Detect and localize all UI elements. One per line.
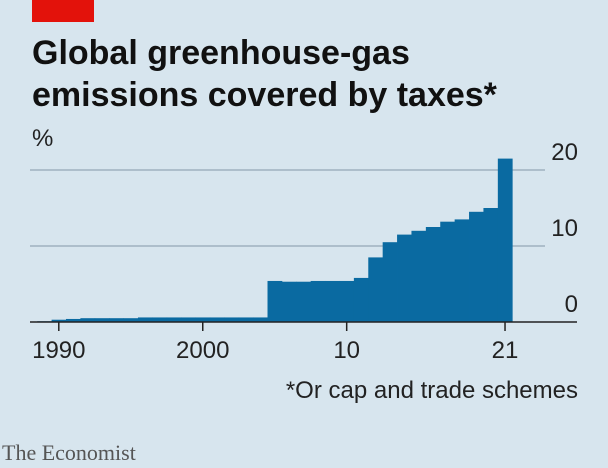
y-tick-label: 10 (551, 215, 578, 242)
bar (425, 227, 441, 322)
bar (454, 219, 470, 322)
bar (152, 317, 168, 322)
bar (65, 318, 81, 322)
bar (80, 318, 96, 322)
chart-title: Global greenhouse-gas (32, 34, 410, 72)
bar (310, 280, 326, 322)
bar (238, 317, 254, 322)
bar (166, 317, 182, 322)
bar (411, 230, 427, 322)
bar (382, 242, 398, 322)
bar (209, 317, 225, 322)
bar (483, 208, 499, 322)
bar (353, 277, 369, 322)
bar (497, 158, 513, 322)
chart-title: emissions covered by taxes* (32, 76, 498, 114)
source: The Economist (2, 440, 136, 465)
footnote: *Or cap and trade schemes (286, 377, 578, 404)
x-tick-label: 1990 (32, 337, 85, 364)
x-tick-label: 2000 (176, 337, 229, 364)
bar (109, 318, 124, 322)
bar (469, 211, 484, 322)
bar (267, 280, 283, 322)
bar (397, 234, 412, 322)
bar (368, 257, 384, 322)
bar (195, 317, 211, 322)
bar (51, 319, 67, 322)
bar (137, 317, 153, 322)
bar (224, 317, 240, 322)
x-tick-label: 21 (492, 337, 519, 364)
bar (339, 280, 355, 322)
bar (253, 317, 268, 322)
bar (281, 281, 297, 322)
bar (181, 317, 196, 322)
bar (325, 280, 340, 322)
brand-bar (32, 0, 94, 22)
bar (440, 221, 456, 322)
y-axis-label: % (32, 125, 53, 152)
x-tick-label: 10 (333, 337, 360, 364)
bar (296, 281, 312, 322)
bar (123, 318, 139, 322)
y-tick-label: 20 (551, 139, 578, 166)
y-tick-label: 0 (565, 291, 578, 318)
bar (94, 318, 110, 322)
